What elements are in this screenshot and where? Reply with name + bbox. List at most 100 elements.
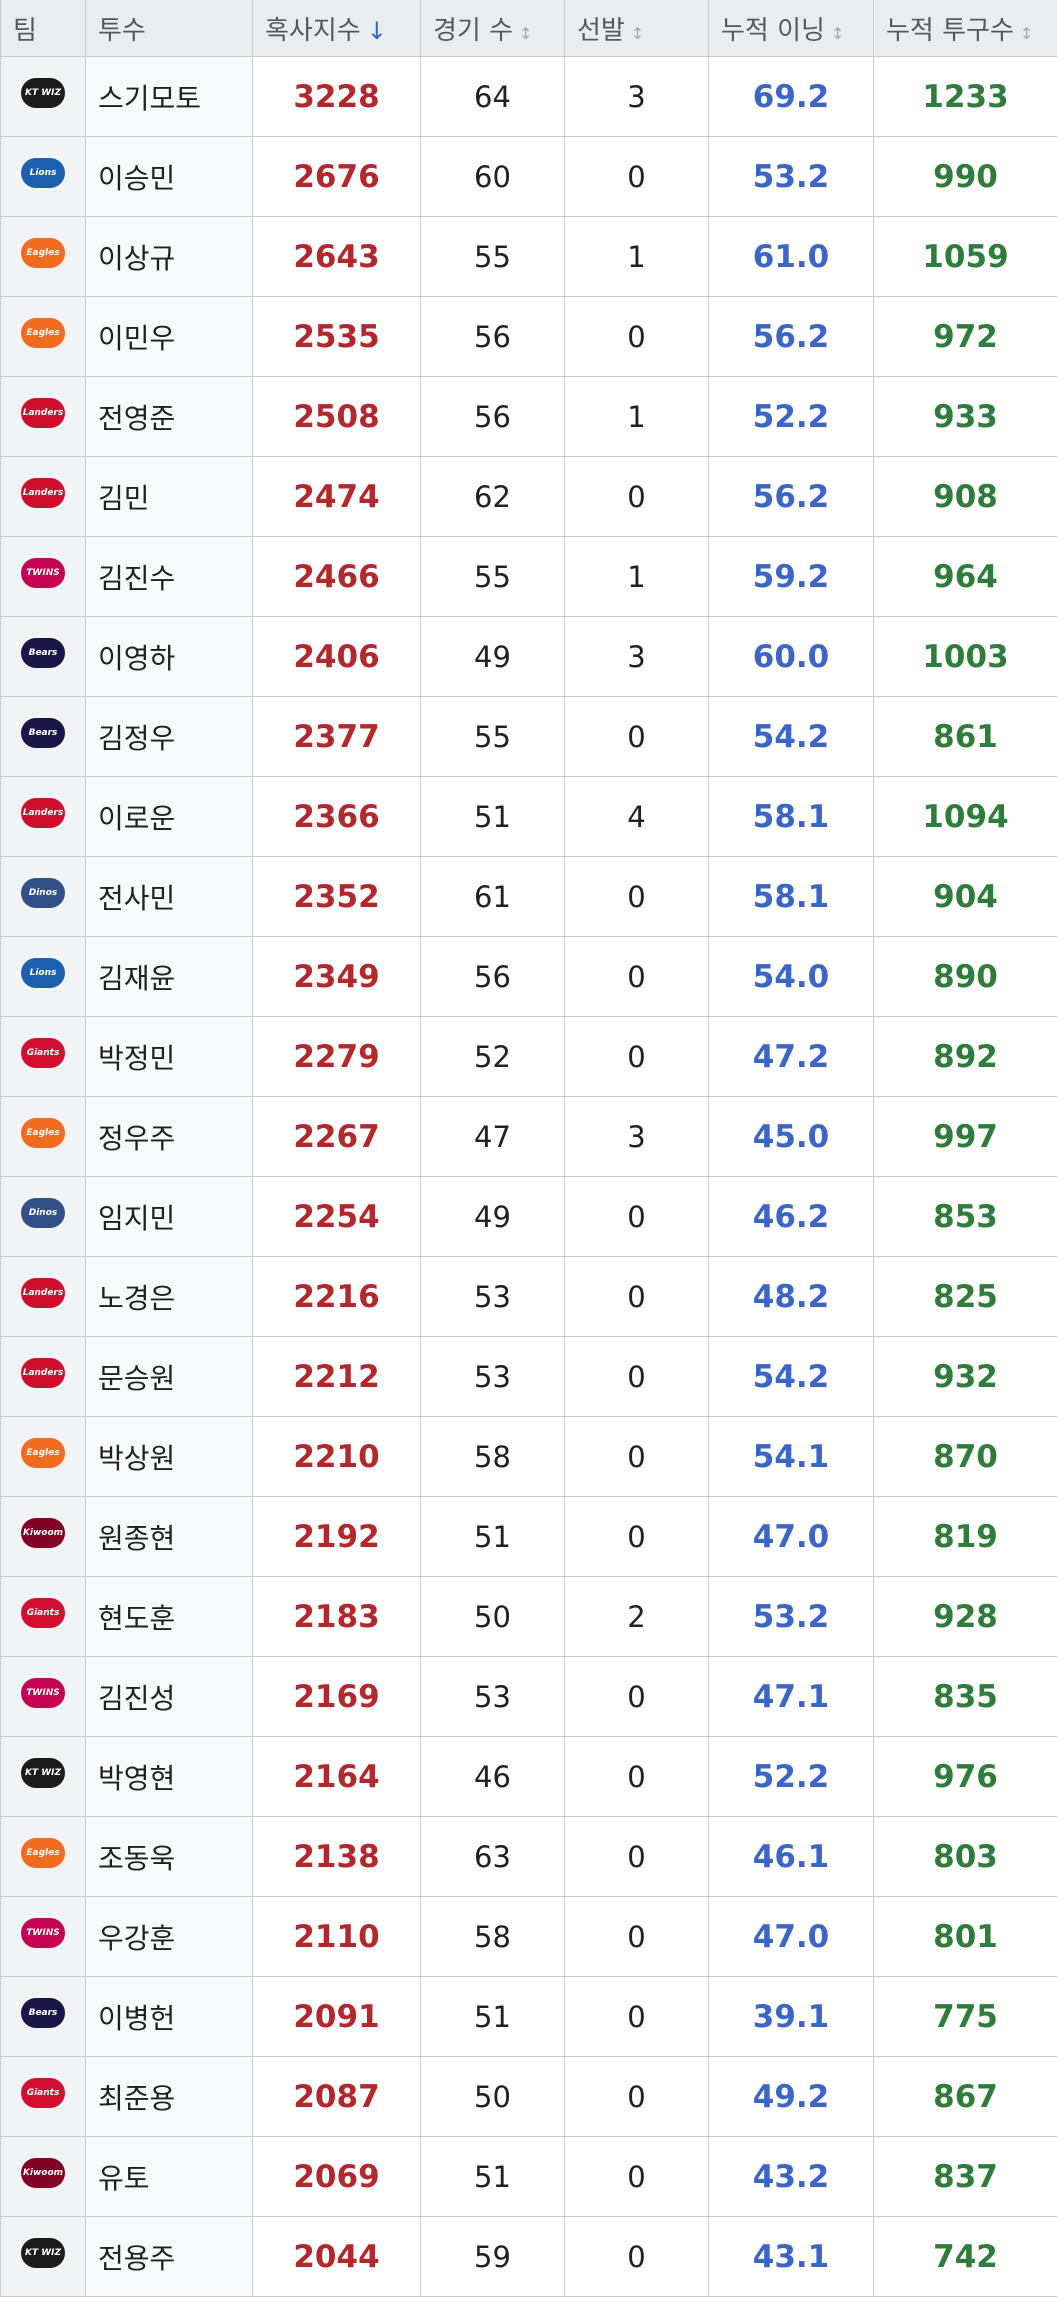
games-cell: 61 xyxy=(420,856,565,937)
pitch-count-cell: 976 xyxy=(873,1736,1057,1817)
column-header: 투수 xyxy=(85,0,253,57)
pitcher-name-cell: 최준용 xyxy=(85,2056,253,2137)
innings-cell: 43.2 xyxy=(708,2136,874,2217)
overuse-index-cell: 2087 xyxy=(252,2056,421,2137)
pitch-count-cell: 775 xyxy=(873,1976,1057,2057)
games-cell: 53 xyxy=(420,1256,565,1337)
table-row: Landers 문승원 2212 53 0 54.2 932 xyxy=(0,1336,1057,1417)
games-cell: 51 xyxy=(420,776,565,857)
team-logo-cell: Dinos xyxy=(0,1176,86,1257)
team-logo: Eagles xyxy=(21,1838,65,1868)
pitch-count-cell: 837 xyxy=(873,2136,1057,2217)
starts-cell: 0 xyxy=(564,1336,709,1417)
sort-icon: ↓ xyxy=(366,16,387,45)
starts-cell: 2 xyxy=(564,1576,709,1657)
team-logo-cell: Landers xyxy=(0,1256,86,1337)
team-logo: Landers xyxy=(21,1278,65,1308)
overuse-index-cell: 2254 xyxy=(252,1176,421,1257)
games-cell: 47 xyxy=(420,1096,565,1177)
starts-cell: 0 xyxy=(564,2216,709,2297)
pitcher-name-cell: 김진수 xyxy=(85,536,253,617)
innings-cell: 47.0 xyxy=(708,1896,874,1977)
overuse-index-cell: 2406 xyxy=(252,616,421,697)
overuse-index-cell: 2349 xyxy=(252,936,421,1017)
starts-cell: 4 xyxy=(564,776,709,857)
overuse-index-cell: 2535 xyxy=(252,296,421,377)
innings-cell: 47.0 xyxy=(708,1496,874,1577)
team-logo-cell: TWINS xyxy=(0,1896,86,1977)
column-header[interactable]: 혹사지수 ↓ xyxy=(252,0,421,57)
column-header: 팀 xyxy=(0,0,86,57)
pitcher-name-cell: 이상규 xyxy=(85,216,253,297)
pitch-count-cell: 867 xyxy=(873,2056,1057,2137)
pitcher-name-cell: 박정민 xyxy=(85,1016,253,1097)
pitcher-name-cell: 우강훈 xyxy=(85,1896,253,1977)
table-row: Landers 전영준 2508 56 1 52.2 933 xyxy=(0,376,1057,457)
table-row: Landers 김민 2474 62 0 56.2 908 xyxy=(0,456,1057,537)
table-row: Eagles 박상원 2210 58 0 54.1 870 xyxy=(0,1416,1057,1497)
header-text: 경기 수 xyxy=(433,15,514,46)
table-row: Eagles 이민우 2535 56 0 56.2 972 xyxy=(0,296,1057,377)
games-cell: 49 xyxy=(420,1176,565,1257)
games-cell: 49 xyxy=(420,616,565,697)
team-logo-cell: Eagles xyxy=(0,1416,86,1497)
pitcher-name-cell: 박영현 xyxy=(85,1736,253,1817)
starts-cell: 0 xyxy=(564,2056,709,2137)
table-row: Eagles 조동욱 2138 63 0 46.1 803 xyxy=(0,1816,1057,1897)
pitch-count-cell: 890 xyxy=(873,936,1057,1017)
pitcher-name-cell: 전용주 xyxy=(85,2216,253,2297)
overuse-index-cell: 2377 xyxy=(252,696,421,777)
pitcher-name-cell: 임지민 xyxy=(85,1176,253,1257)
games-cell: 55 xyxy=(420,696,565,777)
pitch-count-cell: 964 xyxy=(873,536,1057,617)
team-logo: Dinos xyxy=(21,1198,65,1228)
table-row: Eagles 이상규 2643 55 1 61.0 1059 xyxy=(0,216,1057,297)
column-header[interactable]: 선발 ↕ xyxy=(564,0,709,57)
column-header[interactable]: 누적 투구수 ↕ xyxy=(873,0,1057,57)
starts-cell: 0 xyxy=(564,1896,709,1977)
innings-cell: 43.1 xyxy=(708,2216,874,2297)
games-cell: 55 xyxy=(420,536,565,617)
team-logo: Giants xyxy=(21,1598,65,1628)
starts-cell: 0 xyxy=(564,1816,709,1897)
innings-cell: 60.0 xyxy=(708,616,874,697)
overuse-index-cell: 2279 xyxy=(252,1016,421,1097)
overuse-index-cell: 2138 xyxy=(252,1816,421,1897)
starts-cell: 0 xyxy=(564,1496,709,1577)
team-logo: TWINS xyxy=(21,1918,65,1948)
team-logo-cell: Giants xyxy=(0,1576,86,1657)
innings-cell: 54.0 xyxy=(708,936,874,1017)
starts-cell: 3 xyxy=(564,56,709,137)
pitcher-name-cell: 이영하 xyxy=(85,616,253,697)
innings-cell: 58.1 xyxy=(708,856,874,937)
table-row: TWINS 김진성 2169 53 0 47.1 835 xyxy=(0,1656,1057,1737)
team-logo: Lions xyxy=(21,958,65,988)
pitch-count-cell: 825 xyxy=(873,1256,1057,1337)
overuse-index-cell: 2212 xyxy=(252,1336,421,1417)
overuse-index-cell: 2466 xyxy=(252,536,421,617)
games-cell: 56 xyxy=(420,936,565,1017)
pitch-count-cell: 972 xyxy=(873,296,1057,377)
pitcher-name-cell: 이승민 xyxy=(85,136,253,217)
header-text: 누적 이닝 xyxy=(721,15,825,46)
pitch-count-cell: 904 xyxy=(873,856,1057,937)
starts-cell: 0 xyxy=(564,936,709,1017)
header-text: 누적 투구수 xyxy=(886,15,1014,46)
innings-cell: 53.2 xyxy=(708,1576,874,1657)
starts-cell: 0 xyxy=(564,856,709,937)
team-logo-cell: Bears xyxy=(0,1976,86,2057)
pitch-count-cell: 1003 xyxy=(873,616,1057,697)
team-logo: Giants xyxy=(21,1038,65,1068)
team-logo: KT WIZ xyxy=(21,78,65,108)
team-logo-cell: Lions xyxy=(0,136,86,217)
games-cell: 46 xyxy=(420,1736,565,1817)
innings-cell: 49.2 xyxy=(708,2056,874,2137)
pitch-count-cell: 892 xyxy=(873,1016,1057,1097)
column-header[interactable]: 경기 수 ↕ xyxy=(420,0,565,57)
pitch-count-cell: 853 xyxy=(873,1176,1057,1257)
starts-cell: 0 xyxy=(564,456,709,537)
column-header[interactable]: 누적 이닝 ↕ xyxy=(708,0,874,57)
games-cell: 56 xyxy=(420,296,565,377)
team-logo: Giants xyxy=(21,2078,65,2108)
pitcher-name-cell: 현도훈 xyxy=(85,1576,253,1657)
